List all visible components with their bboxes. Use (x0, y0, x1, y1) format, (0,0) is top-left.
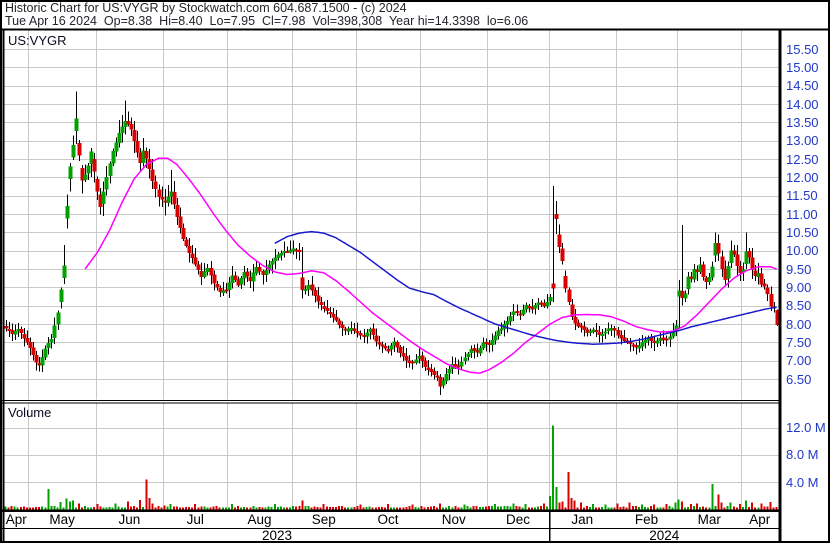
symbol-label: US:VYGR (8, 33, 67, 48)
candlesticks (4, 91, 779, 396)
ma-long-line (274, 230, 777, 345)
volume-pane-label: Volume (8, 405, 52, 420)
ma-short-line (84, 157, 777, 374)
gridlines (4, 30, 779, 510)
volume-bars (4, 425, 778, 510)
quote-summary-line: Tue Apr 16 2024 Op=8.38 Hi=8.40 Lo=7.95 … (5, 14, 529, 28)
chart-title: Historic Chart for US:VYGR by Stockwatch… (5, 1, 407, 15)
